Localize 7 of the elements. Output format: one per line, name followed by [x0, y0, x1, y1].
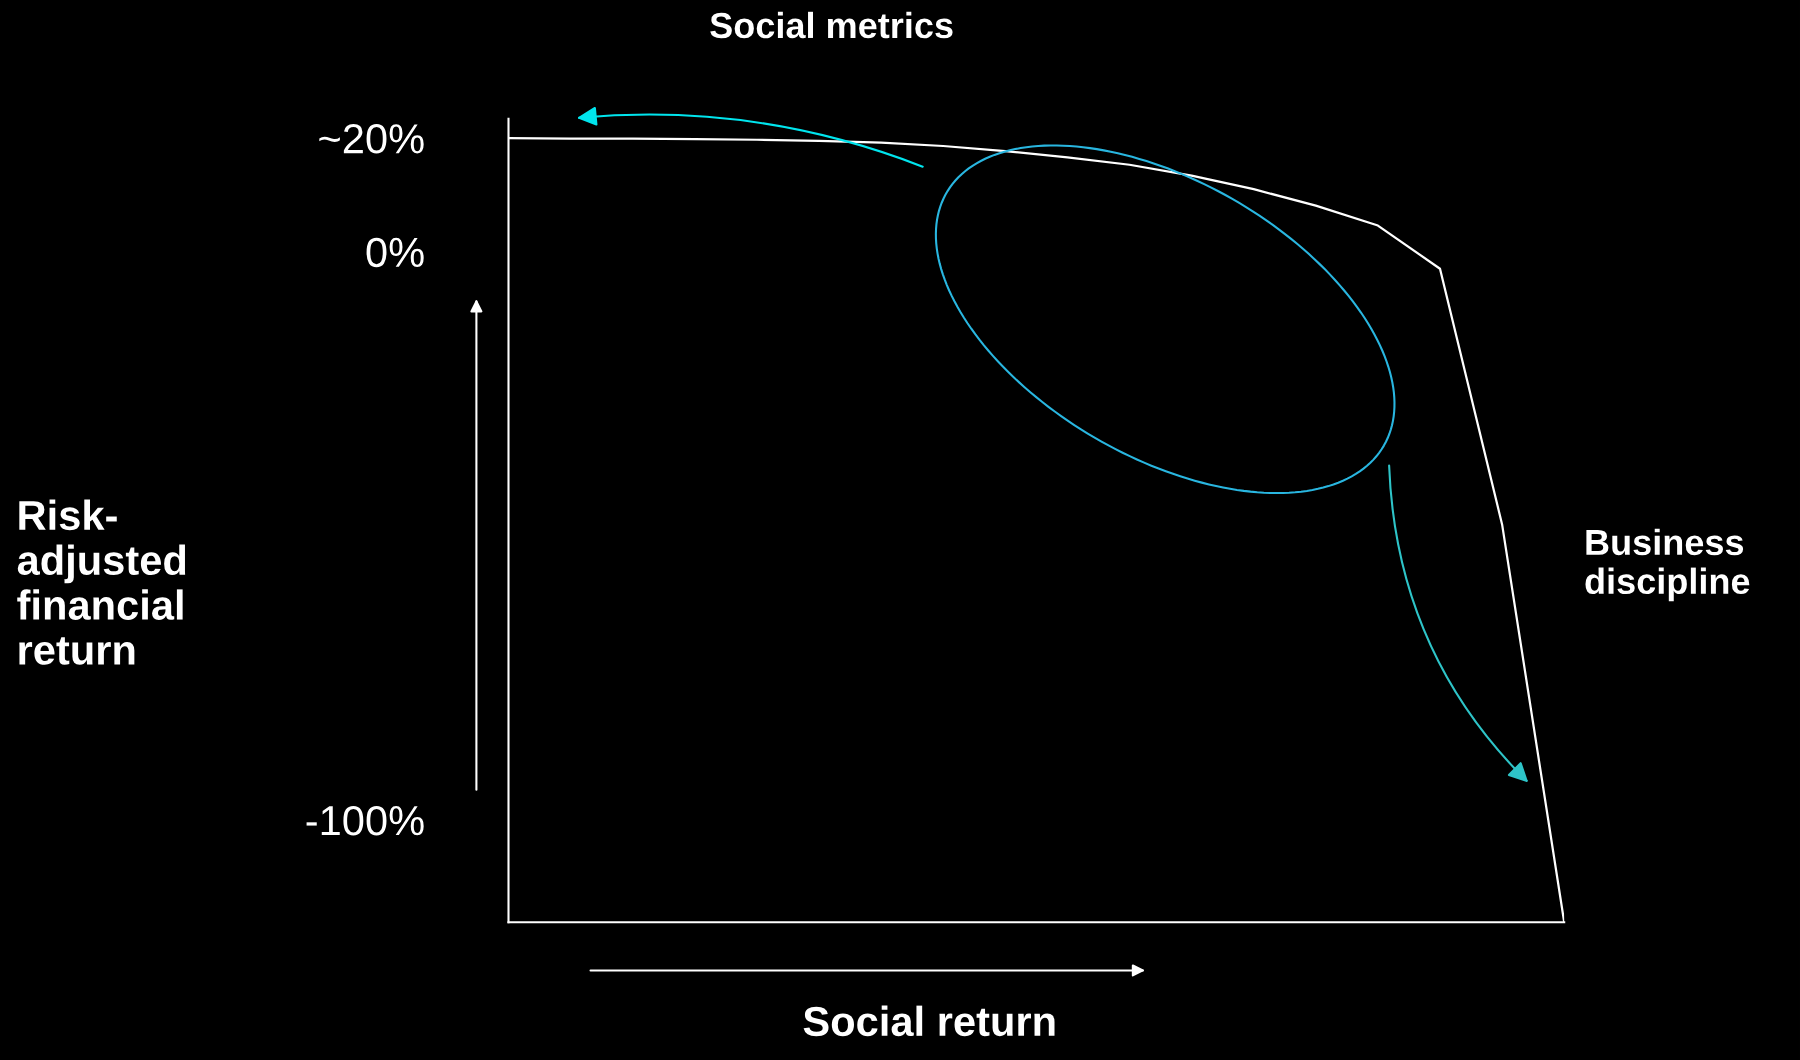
y-tick-label: 0%: [366, 237, 424, 268]
y-tick-label: ~20%: [319, 124, 424, 154]
y-tick-label: -100%: [306, 805, 424, 836]
x-axis-title: Social return: [803, 1005, 1055, 1037]
text: Social metrics: [710, 11, 953, 39]
text: Business discipline: [1585, 528, 1750, 602]
y-axis-title: Risk- adjusted financial return: [17, 499, 186, 665]
